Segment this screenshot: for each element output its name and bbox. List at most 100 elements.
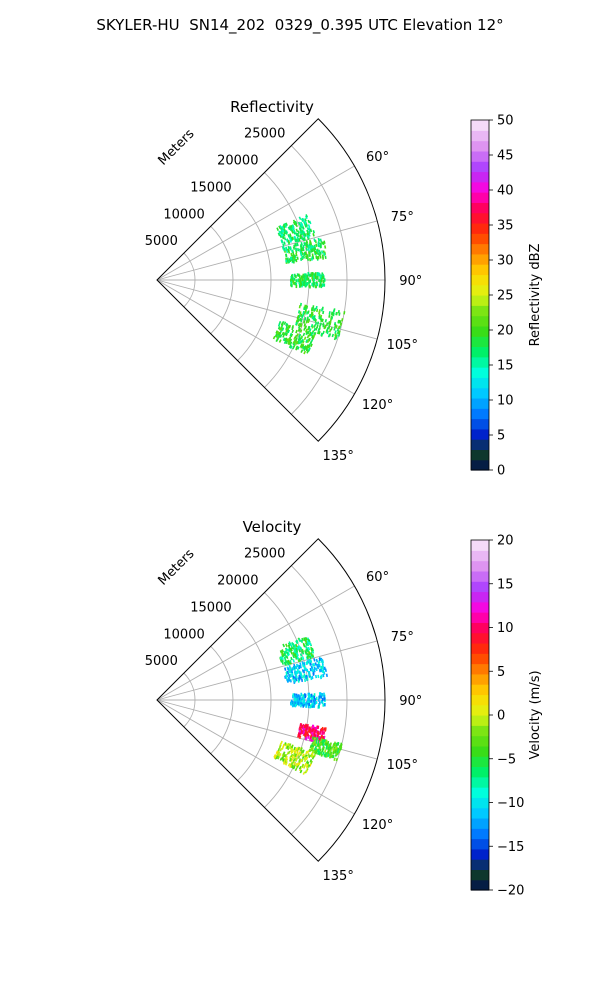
echo-point	[292, 642, 295, 647]
echo-point	[306, 731, 309, 735]
echo-point	[301, 650, 304, 654]
colorbar-tick-label: 50	[497, 114, 514, 129]
echo-point	[289, 341, 293, 346]
echo-point	[306, 642, 310, 647]
echo-point	[307, 248, 310, 252]
echo-point	[296, 232, 300, 237]
echo-point	[301, 663, 305, 668]
echo-point	[323, 240, 326, 244]
echo-point	[292, 219, 296, 224]
echo-point	[319, 276, 322, 280]
echo-point	[285, 671, 288, 676]
echo-point	[300, 282, 302, 287]
echo-point	[284, 230, 288, 235]
echo-point	[333, 757, 336, 761]
echo-point	[298, 304, 301, 309]
echo-point	[316, 282, 319, 287]
colorbar-segment	[471, 694, 489, 706]
echo-point	[291, 749, 295, 753]
echo-point	[313, 247, 316, 251]
echo-point	[289, 338, 293, 343]
colorbar-tick-label: 5	[497, 429, 505, 444]
echo-point	[311, 334, 314, 339]
colorbar-segment	[471, 408, 489, 420]
echo-point	[296, 668, 300, 672]
echo-point	[292, 757, 296, 762]
colorbar-segment	[471, 725, 489, 737]
echo-point	[323, 283, 326, 287]
echo-point	[282, 228, 286, 232]
echo-point	[290, 744, 294, 749]
colorbar-segment	[471, 828, 489, 840]
echo-point	[310, 647, 314, 652]
echo-point	[327, 750, 330, 754]
echo-point	[278, 744, 282, 749]
echo-point	[291, 754, 295, 759]
echo-point	[296, 247, 300, 252]
echo-point	[337, 325, 341, 330]
echo-point	[293, 746, 296, 751]
colorbar-tick-label: 0	[497, 709, 505, 724]
echo-point	[328, 333, 332, 337]
echo-point	[295, 747, 299, 751]
echo-point	[307, 219, 311, 224]
echo-point	[302, 226, 305, 230]
echo-point	[305, 702, 308, 706]
echo-point	[320, 658, 323, 662]
colorbar-segment	[471, 848, 489, 860]
echo-point	[335, 752, 338, 757]
echo-point	[280, 326, 283, 331]
colorbar-segment	[471, 367, 489, 378]
echo-point	[283, 241, 286, 245]
echo-point	[285, 655, 289, 659]
echo-point	[280, 324, 284, 328]
echo-point	[310, 332, 313, 337]
echo-point	[323, 278, 326, 282]
echo-point	[307, 330, 310, 335]
echo-point	[311, 654, 315, 658]
echo-point	[281, 651, 284, 656]
colorbar-segment	[471, 233, 489, 245]
echo-point	[335, 749, 338, 753]
echo-point	[293, 679, 297, 683]
echo-point	[311, 325, 314, 329]
echo-point	[304, 215, 308, 220]
echo-point	[333, 327, 336, 331]
colorbar-segment	[471, 807, 489, 819]
echo-point	[309, 332, 312, 337]
echo-point	[307, 232, 310, 237]
echo-point	[311, 650, 315, 654]
echo-point	[291, 236, 295, 241]
echo-point	[303, 754, 307, 758]
colorbar-label: Reflectivity dBZ	[528, 244, 543, 347]
sector-frame	[156, 538, 386, 862]
echo-point	[297, 679, 300, 683]
echo-point	[307, 235, 310, 239]
echo-point	[305, 305, 309, 309]
radial-tick-label: 5000	[145, 654, 178, 669]
echo-point	[285, 259, 288, 263]
angular-tick-label: 135°	[323, 449, 354, 464]
echo-point	[299, 234, 302, 238]
echo-point	[278, 339, 282, 343]
echo-point	[300, 241, 303, 246]
echo-point	[310, 676, 313, 681]
echo-point	[301, 678, 304, 682]
echo-point	[319, 316, 322, 321]
echo-point	[299, 752, 303, 757]
echo-point	[286, 338, 290, 342]
colorbar-label: Velocity (m/s)	[528, 670, 543, 759]
echo-point	[311, 755, 315, 760]
echo-point	[306, 344, 310, 348]
echo-point	[307, 251, 311, 255]
echo-point	[321, 700, 324, 704]
echo-point	[319, 242, 322, 246]
echo-point	[282, 751, 286, 755]
echo-point	[290, 278, 292, 282]
echo-points	[273, 636, 343, 775]
echo-point	[313, 695, 316, 700]
echo-point	[287, 644, 291, 649]
echo-point	[275, 330, 279, 334]
echo-point	[322, 283, 324, 287]
echo-point	[292, 675, 295, 679]
